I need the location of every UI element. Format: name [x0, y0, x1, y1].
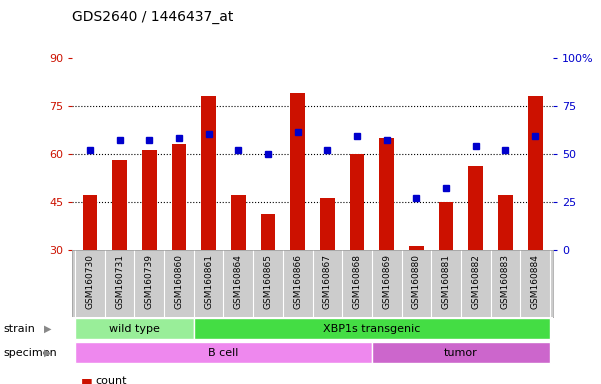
Bar	[350, 154, 364, 250]
Text: GSM160865: GSM160865	[263, 254, 272, 309]
Bar	[439, 202, 454, 250]
Text: strain: strain	[3, 324, 35, 334]
Bar	[194, 318, 550, 339]
Text: GSM160731: GSM160731	[115, 254, 124, 309]
Bar	[231, 195, 246, 250]
Bar	[290, 93, 305, 250]
Text: specimen: specimen	[3, 348, 56, 358]
Text: GSM160867: GSM160867	[323, 254, 332, 309]
Text: count: count	[95, 376, 126, 384]
Bar	[112, 160, 127, 250]
Text: GSM160869: GSM160869	[382, 254, 391, 309]
Text: tumor: tumor	[444, 348, 478, 358]
Text: GSM160868: GSM160868	[353, 254, 362, 309]
Bar	[468, 166, 483, 250]
Bar	[75, 342, 372, 363]
Text: GSM160739: GSM160739	[145, 254, 154, 309]
Text: GSM160880: GSM160880	[412, 254, 421, 309]
Text: B cell: B cell	[209, 348, 239, 358]
Bar	[409, 247, 424, 250]
Text: GSM160864: GSM160864	[234, 254, 243, 309]
Text: XBP1s transgenic: XBP1s transgenic	[323, 324, 421, 334]
Bar	[142, 151, 157, 250]
Bar	[82, 195, 97, 250]
Text: ▶: ▶	[44, 324, 51, 334]
Text: ■: ■	[81, 376, 93, 384]
Text: GSM160861: GSM160861	[204, 254, 213, 309]
Bar	[379, 137, 394, 250]
Text: GSM160730: GSM160730	[85, 254, 94, 309]
Text: GSM160884: GSM160884	[531, 254, 540, 309]
Text: GSM160860: GSM160860	[174, 254, 183, 309]
Bar	[372, 342, 550, 363]
Text: GSM160866: GSM160866	[293, 254, 302, 309]
Bar	[171, 144, 186, 250]
Text: ▶: ▶	[44, 348, 51, 358]
Text: GSM160883: GSM160883	[501, 254, 510, 309]
Text: GSM160881: GSM160881	[442, 254, 451, 309]
Text: GSM160882: GSM160882	[471, 254, 480, 309]
Text: GDS2640 / 1446437_at: GDS2640 / 1446437_at	[72, 10, 234, 23]
Bar	[320, 199, 335, 250]
Bar	[201, 96, 216, 250]
Bar	[75, 318, 194, 339]
Text: wild type: wild type	[109, 324, 160, 334]
Bar	[261, 214, 275, 250]
Bar	[498, 195, 513, 250]
Bar	[528, 96, 543, 250]
